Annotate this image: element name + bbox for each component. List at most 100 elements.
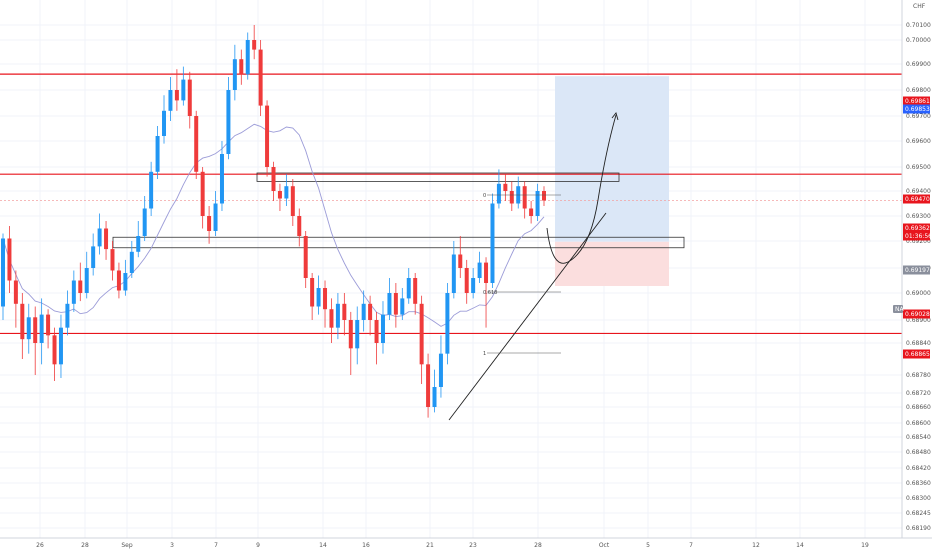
na-badge-label: NA	[895, 306, 904, 313]
price-tag	[903, 309, 930, 319]
candle-body	[277, 191, 282, 199]
candle-body	[426, 364, 431, 407]
candle-body	[149, 171, 154, 209]
price-tag-label: 0.69853	[905, 106, 930, 113]
price-tick-label: 0.68600	[906, 420, 931, 427]
candle-body	[387, 293, 392, 315]
candle-body	[323, 288, 328, 310]
time-tick-label: 19	[861, 542, 869, 549]
time-tick-label: 26	[36, 542, 44, 549]
candle-body	[78, 280, 83, 293]
time-tick-label: 12	[752, 542, 760, 549]
candle-body	[226, 90, 231, 154]
candle-body	[252, 40, 257, 50]
candle-body	[400, 298, 405, 315]
candle-body	[104, 228, 109, 250]
price-tick-label: 0.70000	[906, 37, 931, 44]
price-tick-label: 0.69300	[906, 213, 931, 220]
candle-body	[393, 293, 398, 315]
candle-body	[123, 273, 128, 291]
candle-body	[316, 288, 321, 307]
candle-body	[329, 309, 334, 328]
candle-body	[110, 249, 115, 271]
price-tag	[903, 349, 930, 359]
stop-zone	[555, 241, 669, 286]
candle-body	[290, 186, 295, 216]
time-tick-label: 23	[469, 542, 477, 549]
candle-body	[451, 254, 456, 293]
time-tick-label: 9	[256, 542, 260, 549]
candle-body	[342, 303, 347, 320]
candle-body	[58, 327, 63, 365]
candle-body	[84, 268, 89, 293]
target-zone	[555, 76, 669, 242]
price-tag	[903, 194, 930, 204]
grid-lines	[0, 0, 902, 538]
price-tag-label: 0.69470	[905, 196, 930, 203]
candle-body	[355, 320, 360, 349]
candle-body	[490, 203, 495, 283]
price-tick-label: 0.68360	[906, 480, 931, 487]
price-tick-label: 0.68540	[906, 434, 931, 441]
candle-body	[529, 208, 534, 216]
candle-body	[406, 278, 411, 299]
candle-body	[303, 236, 308, 278]
time-tick-label: 3	[170, 542, 174, 549]
candle-body	[522, 186, 527, 209]
candle-body	[503, 183, 508, 191]
candle-body	[484, 262, 489, 283]
price-tag-label: 0.69197	[905, 267, 930, 274]
candle-body	[46, 314, 51, 336]
candle-body	[464, 268, 469, 293]
candle-body	[471, 278, 476, 293]
candle-body	[181, 79, 186, 101]
candle-body	[542, 191, 546, 201]
price-tick-label: 0.68780	[906, 372, 931, 379]
candle-body	[97, 228, 102, 247]
candle-body	[142, 208, 147, 236]
price-tick-label: 0.68300	[906, 495, 931, 502]
price-tick-label: 0.69500	[906, 164, 931, 171]
candle-body	[496, 183, 501, 204]
upper-rectangle	[256, 172, 620, 182]
time-tick-label: 5	[646, 542, 650, 549]
price-tick-label: 0.69000	[906, 290, 931, 297]
candle-body	[129, 251, 134, 273]
price-tick-label: 0.69900	[906, 61, 931, 68]
time-axis[interactable]: 26 28 Sep 3 7 9 14 16 21 23 28 Oct 5 7 12 14 19	[36, 542, 869, 549]
candle-body	[1, 238, 5, 307]
time-tick-label: Sep	[121, 542, 133, 549]
candlesticks	[1, 25, 546, 418]
price-tag-label: 0.69861	[905, 98, 930, 105]
candle-body	[509, 191, 514, 204]
fib-level-label: 0	[483, 193, 486, 199]
candle-body	[438, 353, 443, 387]
candle-body	[174, 90, 179, 101]
candle-body	[445, 293, 450, 354]
candle-body	[361, 303, 366, 320]
price-tick-label: 0.68900	[906, 317, 931, 324]
lower-rectangle	[112, 236, 685, 249]
candle-body	[239, 59, 244, 75]
price-tag-label: 01:36:56	[905, 233, 932, 240]
price-tick-label: 0.70100	[906, 22, 931, 29]
price-tick-label: 0.68840	[906, 340, 931, 347]
candle-body	[432, 387, 437, 407]
price-tag	[903, 265, 930, 275]
candle-body	[168, 90, 173, 111]
candle-body	[265, 105, 270, 167]
projection-curve	[546, 114, 617, 264]
position-zones	[555, 76, 669, 286]
candle-body	[207, 216, 212, 231]
candle-body	[116, 270, 121, 291]
time-tick-label: 16	[362, 542, 370, 549]
price-tick-label: 0.69600	[906, 138, 931, 145]
candle-body	[13, 280, 18, 304]
candle-body	[194, 116, 199, 172]
candle-body	[245, 40, 250, 75]
price-tick-label: 0.68245	[906, 510, 931, 517]
price-axis[interactable]: 0.70100 0.70000 0.69900 0.69800 0.69700 0.696…	[893, 22, 932, 532]
candle-body	[368, 303, 373, 320]
candle-body	[7, 238, 12, 281]
